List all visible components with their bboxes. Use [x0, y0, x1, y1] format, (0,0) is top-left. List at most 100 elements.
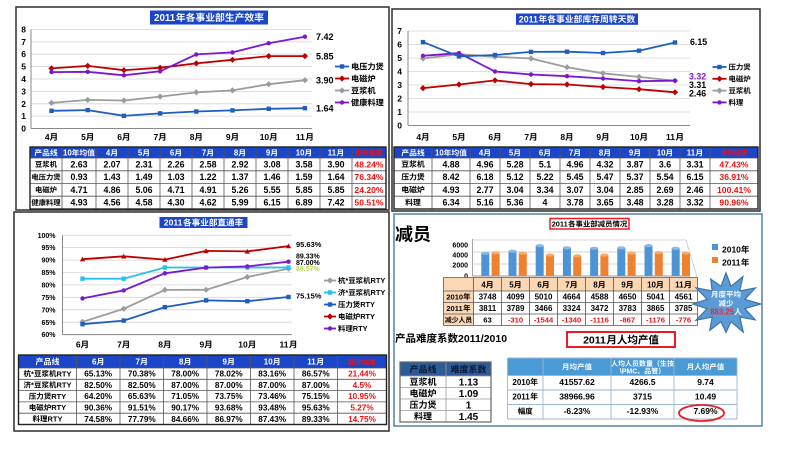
svg-text:4.30: 4.30 — [167, 198, 184, 208]
svg-text:9: 9 — [266, 149, 271, 158]
svg-text:2010: 2010 — [446, 292, 463, 301]
svg-text:90%: 90% — [41, 258, 56, 265]
svg-text:74.58%: 74.58% — [84, 415, 112, 424]
svg-text:6: 6 — [21, 49, 26, 59]
svg-text:41557.62: 41557.62 — [559, 377, 595, 387]
svg-text:9: 9 — [629, 149, 634, 158]
svg-text:2.31: 2.31 — [135, 159, 152, 169]
svg-text:4664: 4664 — [563, 293, 581, 302]
svg-text:5.22: 5.22 — [536, 172, 553, 182]
svg-text:3.07: 3.07 — [566, 185, 583, 195]
svg-text:5: 5 — [452, 132, 457, 142]
svg-text:86.97%: 86.97% — [215, 415, 243, 424]
svg-text:38966.96: 38966.96 — [559, 392, 595, 402]
svg-text:86.57%: 86.57% — [296, 266, 321, 273]
svg-text:4561: 4561 — [675, 293, 693, 302]
svg-text:5: 5 — [509, 281, 514, 290]
svg-text:6.18: 6.18 — [476, 172, 493, 182]
svg-text:3.58: 3.58 — [295, 159, 312, 169]
svg-text:5.12: 5.12 — [506, 172, 523, 182]
svg-text:5.47: 5.47 — [596, 172, 613, 182]
svg-text:\PMC: \PMC — [620, 369, 638, 376]
svg-text:4.56: 4.56 — [103, 198, 120, 208]
svg-text:5.26: 5.26 — [231, 185, 248, 195]
svg-text:65.63%: 65.63% — [128, 392, 156, 401]
svg-text:11: 11 — [307, 358, 316, 367]
svg-text:95.63%: 95.63% — [302, 404, 330, 413]
svg-text:8.42: 8.42 — [442, 172, 459, 182]
svg-text:7.42: 7.42 — [327, 198, 344, 208]
svg-text:7: 7 — [569, 149, 573, 158]
svg-text:8: 8 — [599, 149, 604, 158]
svg-text:9: 9 — [200, 340, 205, 350]
svg-text:6: 6 — [539, 149, 544, 158]
svg-text:*: * — [31, 381, 34, 390]
svg-text:5.36: 5.36 — [506, 198, 523, 208]
svg-text:2.46: 2.46 — [689, 89, 706, 99]
svg-text:3811: 3811 — [479, 304, 497, 313]
svg-text:5: 5 — [509, 149, 514, 158]
svg-text:4.96: 4.96 — [476, 159, 493, 169]
svg-text:3.04: 3.04 — [596, 185, 613, 195]
svg-text:2.26: 2.26 — [167, 159, 184, 169]
svg-text:10: 10 — [647, 281, 656, 290]
svg-text:100.41%: 100.41% — [717, 185, 751, 195]
svg-text:*: * — [31, 369, 34, 378]
svg-text:5041: 5041 — [647, 293, 665, 302]
svg-text:8: 8 — [158, 340, 163, 350]
svg-text:11: 11 — [687, 149, 696, 158]
svg-text:-310: -310 — [508, 316, 523, 325]
svg-text:1: 1 — [397, 107, 402, 117]
svg-text:60%: 60% — [41, 332, 56, 339]
svg-text:3472: 3472 — [591, 304, 609, 313]
svg-text:1.64: 1.64 — [327, 172, 344, 182]
svg-text:87.00%: 87.00% — [215, 381, 243, 390]
svg-text:4.5%: 4.5% — [353, 381, 372, 390]
svg-text:7: 7 — [524, 132, 529, 142]
svg-text:10: 10 — [264, 358, 273, 367]
svg-text:47.43%: 47.43% — [719, 159, 749, 169]
svg-text:4.32: 4.32 — [596, 159, 613, 169]
svg-text:90.96%: 90.96% — [719, 198, 749, 208]
svg-text:3.31: 3.31 — [689, 80, 706, 90]
svg-text:8: 8 — [560, 132, 565, 142]
svg-text:93.48%: 93.48% — [258, 404, 286, 413]
svg-text:3715: 3715 — [633, 392, 652, 402]
svg-text:70.38%: 70.38% — [128, 370, 156, 379]
svg-text:82.50%: 82.50% — [128, 381, 156, 390]
svg-text:7: 7 — [154, 132, 159, 142]
svg-text:1.13: 1.13 — [459, 377, 479, 388]
svg-text:11: 11 — [280, 340, 289, 350]
svg-text:5.55: 5.55 — [263, 185, 280, 195]
svg-text:70%: 70% — [41, 307, 56, 314]
svg-text:75%: 75% — [41, 295, 56, 302]
svg-text:8: 8 — [190, 132, 195, 142]
svg-text:5.1: 5.1 — [539, 159, 551, 169]
svg-text:1.49: 1.49 — [135, 172, 152, 182]
svg-text:4.93: 4.93 — [70, 198, 87, 208]
svg-text:95%: 95% — [41, 245, 56, 252]
svg-text:83.16%: 83.16% — [258, 370, 286, 379]
svg-text:76.34%: 76.34% — [354, 172, 384, 182]
svg-text:73.75%: 73.75% — [215, 392, 243, 401]
svg-text:87.00%: 87.00% — [258, 381, 286, 390]
svg-text:3324: 3324 — [563, 304, 581, 313]
svg-text:14.75%: 14.75% — [348, 415, 376, 424]
svg-text:RTY: RTY — [371, 276, 386, 285]
svg-text:-6.23%: -6.23% — [564, 406, 591, 416]
svg-text:4000: 4000 — [452, 253, 468, 260]
svg-text:7.69%: 7.69% — [693, 406, 718, 416]
svg-text:3.90: 3.90 — [327, 159, 344, 169]
svg-text:-1544: -1544 — [534, 316, 554, 325]
svg-text:1.43: 1.43 — [103, 172, 120, 182]
svg-text:6: 6 — [537, 281, 542, 290]
svg-text:6.15: 6.15 — [263, 198, 280, 208]
svg-text:90.36%: 90.36% — [84, 404, 112, 413]
svg-text:2011: 2011 — [552, 220, 568, 229]
svg-text:75.15%: 75.15% — [302, 392, 330, 401]
svg-text:2010: 2010 — [512, 378, 530, 387]
svg-text:RTY: RTY — [371, 288, 386, 297]
svg-text:1: 1 — [466, 400, 472, 411]
svg-text:5: 5 — [21, 62, 26, 72]
svg-text:91.51%: 91.51% — [128, 404, 156, 413]
